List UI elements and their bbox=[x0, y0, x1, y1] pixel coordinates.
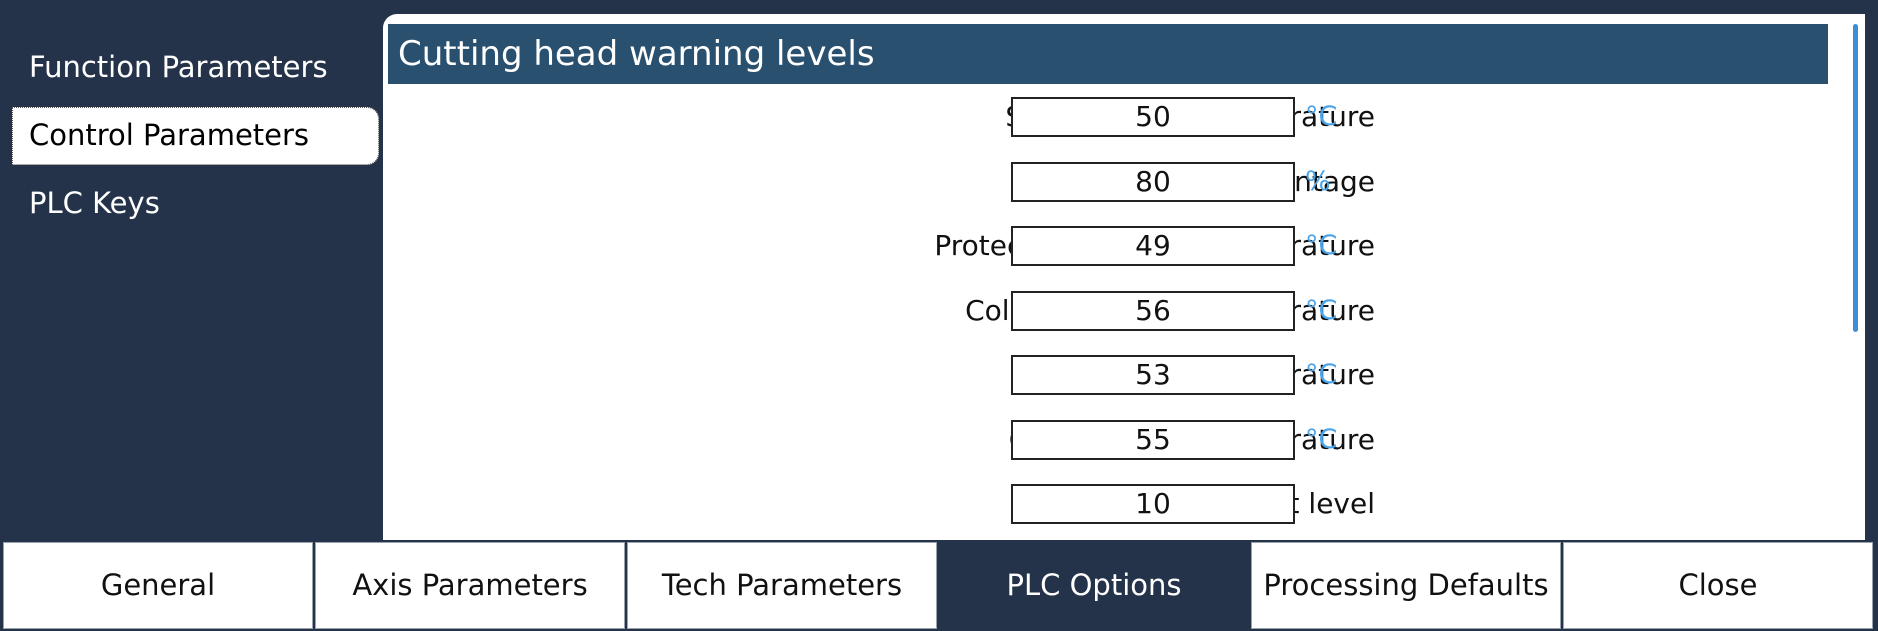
param-row: Diffusion light level 10 bbox=[383, 484, 1783, 524]
param-row: Focal lens temperature 53 °C bbox=[383, 355, 1783, 395]
tab-tech-parameters[interactable]: Tech Parameters bbox=[627, 542, 937, 629]
bottom-tab-bar: General Axis Parameters Tech Parameters … bbox=[0, 540, 1878, 631]
param-value-field[interactable]: 49 bbox=[1011, 226, 1295, 266]
tab-plc-options[interactable]: PLC Options bbox=[939, 542, 1249, 629]
param-row: Protective window temperature 49 °C bbox=[383, 226, 1783, 266]
parameters-panel: Cutting head warning levels Sensor inser… bbox=[383, 14, 1865, 540]
param-row: Cutting head temperature 55 °C bbox=[383, 420, 1783, 460]
param-unit: °C bbox=[1305, 424, 1338, 455]
param-value-field[interactable]: 10 bbox=[1011, 484, 1295, 524]
param-row: Collimating lens temperature 56 °C bbox=[383, 291, 1783, 331]
param-unit: % bbox=[1305, 166, 1331, 197]
panel-title: Cutting head warning levels bbox=[388, 24, 1828, 84]
param-value-field[interactable]: 55 bbox=[1011, 420, 1295, 460]
param-value-field[interactable]: 80 bbox=[1011, 162, 1295, 202]
sidebar-item-control-parameters[interactable]: Control Parameters bbox=[12, 107, 379, 165]
close-button[interactable]: Close bbox=[1563, 542, 1873, 629]
sidebar: Function Parameters Control Parameters P… bbox=[0, 0, 383, 540]
param-row: Plasma value percentage 80 % bbox=[383, 162, 1783, 202]
tab-general[interactable]: General bbox=[3, 542, 313, 629]
param-row: Sensor insert temperature 50 °C bbox=[383, 97, 1783, 137]
param-value-field[interactable]: 53 bbox=[1011, 355, 1295, 395]
param-unit: °C bbox=[1305, 230, 1338, 261]
param-unit: °C bbox=[1305, 359, 1338, 390]
sidebar-item-function-parameters[interactable]: Function Parameters bbox=[29, 50, 328, 84]
sidebar-item-plc-keys[interactable]: PLC Keys bbox=[29, 186, 160, 220]
param-value-field[interactable]: 50 bbox=[1011, 97, 1295, 137]
tab-processing-defaults[interactable]: Processing Defaults bbox=[1251, 542, 1561, 629]
tab-axis-parameters[interactable]: Axis Parameters bbox=[315, 542, 625, 629]
param-unit: °C bbox=[1305, 101, 1338, 132]
param-value-field[interactable]: 56 bbox=[1011, 291, 1295, 331]
vertical-scrollbar[interactable] bbox=[1853, 24, 1858, 332]
param-unit: °C bbox=[1305, 295, 1338, 326]
